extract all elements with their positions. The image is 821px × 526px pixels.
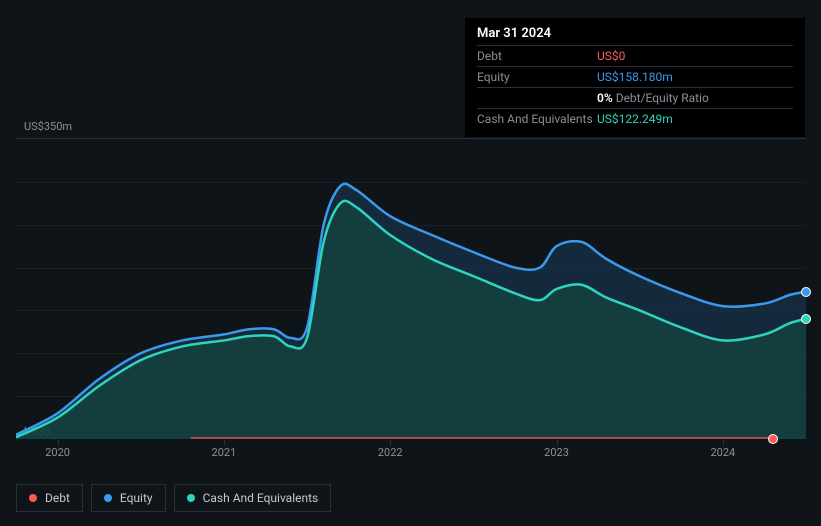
tooltip-date: Mar 31 2024: [477, 26, 793, 45]
x-tick-label: 2022: [378, 446, 403, 459]
legend-label: Debt: [45, 491, 70, 505]
tooltip-row-cash: Cash And Equivalents US$122.249m: [477, 108, 793, 129]
plot-area[interactable]: [16, 138, 806, 438]
legend: Debt Equity Cash And Equivalents: [16, 484, 331, 512]
tooltip-label: Debt: [477, 49, 597, 63]
legend-item-equity[interactable]: Equity: [91, 484, 166, 512]
marker-equity: [801, 287, 811, 297]
marker-cash: [801, 314, 811, 324]
legend-label: Equity: [120, 491, 153, 505]
line-debt: [191, 437, 773, 439]
legend-dot-equity: [104, 494, 112, 502]
x-axis: 2020 2021 2022 2023 2024: [16, 442, 806, 462]
legend-item-debt[interactable]: Debt: [16, 484, 83, 512]
chart: US$350m US$0 20202021202220232024: [16, 122, 806, 462]
x-tick-label: 2024: [710, 446, 735, 459]
tooltip-value-ratio: 0% Debt/Equity Ratio: [597, 91, 709, 105]
legend-dot-debt: [29, 494, 37, 502]
tooltip-value-debt: US$0: [597, 49, 625, 63]
x-tick-label: 2020: [45, 446, 70, 459]
tooltip-label: Equity: [477, 70, 597, 84]
tooltip-row-debt: Debt US$0: [477, 45, 793, 66]
chart-svg: [16, 139, 806, 439]
tooltip-label: Cash And Equivalents: [477, 112, 597, 126]
tooltip-label: [477, 91, 597, 105]
tooltip-row-equity: Equity US$158.180m: [477, 66, 793, 87]
tooltip-value-equity: US$158.180m: [597, 70, 673, 84]
ratio-text: Debt/Equity Ratio: [613, 91, 709, 105]
x-tick-label: 2021: [212, 446, 237, 459]
legend-item-cash[interactable]: Cash And Equivalents: [174, 484, 332, 512]
x-tick-label: 2023: [544, 446, 569, 459]
legend-label: Cash And Equivalents: [203, 491, 319, 505]
legend-dot-cash: [187, 494, 195, 502]
ratio-number: 0%: [597, 91, 613, 105]
tooltip-value-cash: US$122.249m: [597, 112, 673, 126]
y-axis-max-label: US$350m: [24, 120, 72, 133]
chart-tooltip: Mar 31 2024 Debt US$0 Equity US$158.180m…: [465, 18, 805, 137]
tooltip-row-ratio: 0% Debt/Equity Ratio: [477, 87, 793, 108]
